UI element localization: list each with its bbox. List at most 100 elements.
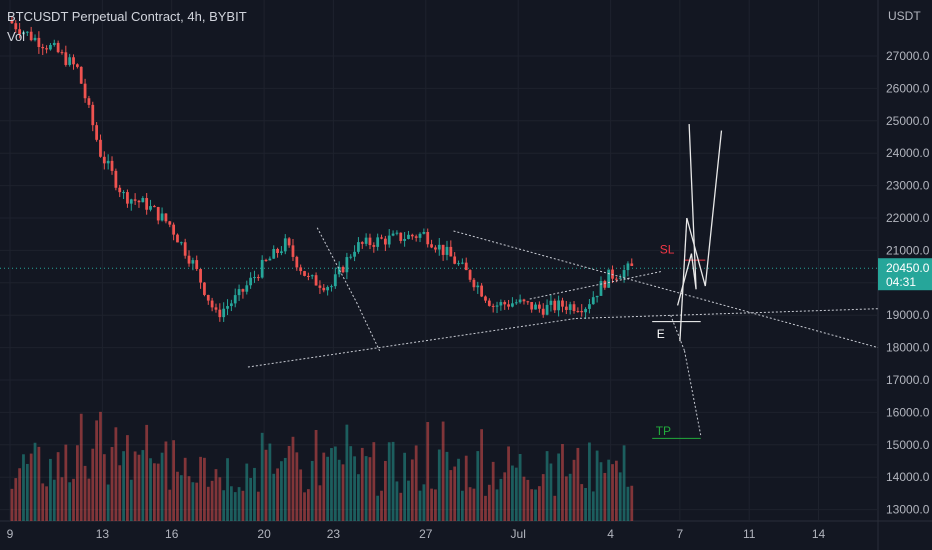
candle-body <box>172 224 176 235</box>
candle-body <box>480 285 484 297</box>
volume-bar <box>68 482 72 521</box>
volume-bar <box>233 492 237 521</box>
trend-drawings: SL TP E <box>247 124 879 439</box>
candle-body <box>18 29 22 35</box>
candle-body <box>487 300 491 306</box>
candle-body <box>626 263 630 271</box>
candle-body <box>37 37 41 48</box>
candle-body <box>472 279 476 288</box>
candle-body <box>387 235 391 245</box>
candle-body <box>264 259 268 261</box>
volume-bar <box>522 476 526 521</box>
candle-body <box>360 242 364 244</box>
volume-bar <box>380 490 383 521</box>
volume-bar <box>253 467 256 521</box>
volume-bar <box>318 485 322 521</box>
volume-bar <box>399 492 403 521</box>
volume-bar <box>534 489 537 521</box>
volume-bar <box>287 445 291 521</box>
candle-body <box>72 57 75 65</box>
rising-trendline <box>575 308 879 319</box>
candle-body <box>260 259 264 278</box>
scenario-arrow-1 <box>676 124 697 306</box>
candle-body <box>306 275 310 277</box>
volume-bar <box>87 478 91 521</box>
volume-bar <box>614 460 618 521</box>
last-price-badge <box>878 258 932 291</box>
volume-bar <box>10 488 14 521</box>
candle-body <box>580 311 584 313</box>
price-tick-label: 13000.0 <box>886 503 930 517</box>
candle-body <box>399 232 403 241</box>
candle-body <box>229 303 233 307</box>
volume-bar <box>245 463 249 521</box>
candle-body <box>203 282 206 295</box>
candle-body <box>618 277 622 279</box>
volume-bar <box>568 473 572 521</box>
candle-body <box>591 297 595 305</box>
volume-bar <box>272 473 276 521</box>
volume-bar <box>260 432 264 521</box>
volume-bar <box>152 463 156 521</box>
chart-title[interactable]: BTCUSDT Perpetual Contract, 4h, BYBIT <box>7 9 247 24</box>
candle-body <box>122 192 125 194</box>
volume-bar <box>345 424 349 521</box>
volume-bar <box>183 457 187 521</box>
volume-label[interactable]: Vol <box>7 29 26 44</box>
candle-body <box>614 278 618 280</box>
volume-bar <box>241 490 245 521</box>
price-axis[interactable]: USDT 27000.0 26000.0 25000.0 24000.0 23000.0 2… <box>878 9 932 517</box>
volume-bar <box>491 461 495 521</box>
candle-body <box>522 299 526 302</box>
candle-body <box>160 213 164 221</box>
volume-bar <box>291 436 295 521</box>
candle-body <box>330 286 333 288</box>
price-tick-label: 24000.0 <box>886 146 930 160</box>
volume-bar <box>137 454 141 521</box>
time-tick-label: 14 <box>812 527 826 541</box>
volume-bar <box>106 484 110 521</box>
volume-bar <box>588 442 591 521</box>
candle-body <box>214 307 218 310</box>
candle-body <box>453 256 457 264</box>
volume-bar <box>229 486 233 521</box>
candle-body <box>22 32 25 35</box>
volume-bar <box>453 466 457 521</box>
volume-bar <box>372 442 376 521</box>
drop-projection-2 <box>356 302 381 352</box>
candle-body <box>137 200 141 203</box>
volume-bar <box>126 435 129 521</box>
candle-body <box>611 269 614 279</box>
time-axis[interactable]: 9 13 16 20 23 27 Jul 4 7 11 14 <box>7 527 826 541</box>
candle-body <box>468 270 472 280</box>
candle-body <box>561 300 564 307</box>
volume-bar <box>599 462 603 521</box>
candle-body <box>333 274 337 287</box>
time-tick-label: 11 <box>743 527 756 541</box>
candle-body <box>168 221 172 225</box>
volume-bar <box>226 458 229 521</box>
price-tick-label: 15000.0 <box>886 438 930 452</box>
candle-body <box>314 275 318 286</box>
volume-bar <box>514 467 518 521</box>
volume-bar <box>156 463 160 521</box>
volume-bar <box>576 447 580 521</box>
candle-body <box>210 300 214 308</box>
volume-bar <box>487 484 491 521</box>
candle-body <box>295 256 299 268</box>
volume-bar <box>403 452 407 521</box>
volume-bar <box>99 411 102 521</box>
lower-trendline <box>247 317 577 368</box>
volume-bar <box>511 465 514 521</box>
candle-body <box>422 232 426 234</box>
candle-body <box>345 257 349 273</box>
volume-bar <box>357 474 360 521</box>
price-tick-label: 19000.0 <box>886 308 930 322</box>
volume-bar <box>457 458 460 521</box>
candle-body <box>414 236 418 238</box>
candle-body <box>407 234 410 239</box>
price-tick-label: 16000.0 <box>886 405 930 419</box>
candle-body <box>457 263 460 265</box>
candle-body <box>410 234 414 237</box>
